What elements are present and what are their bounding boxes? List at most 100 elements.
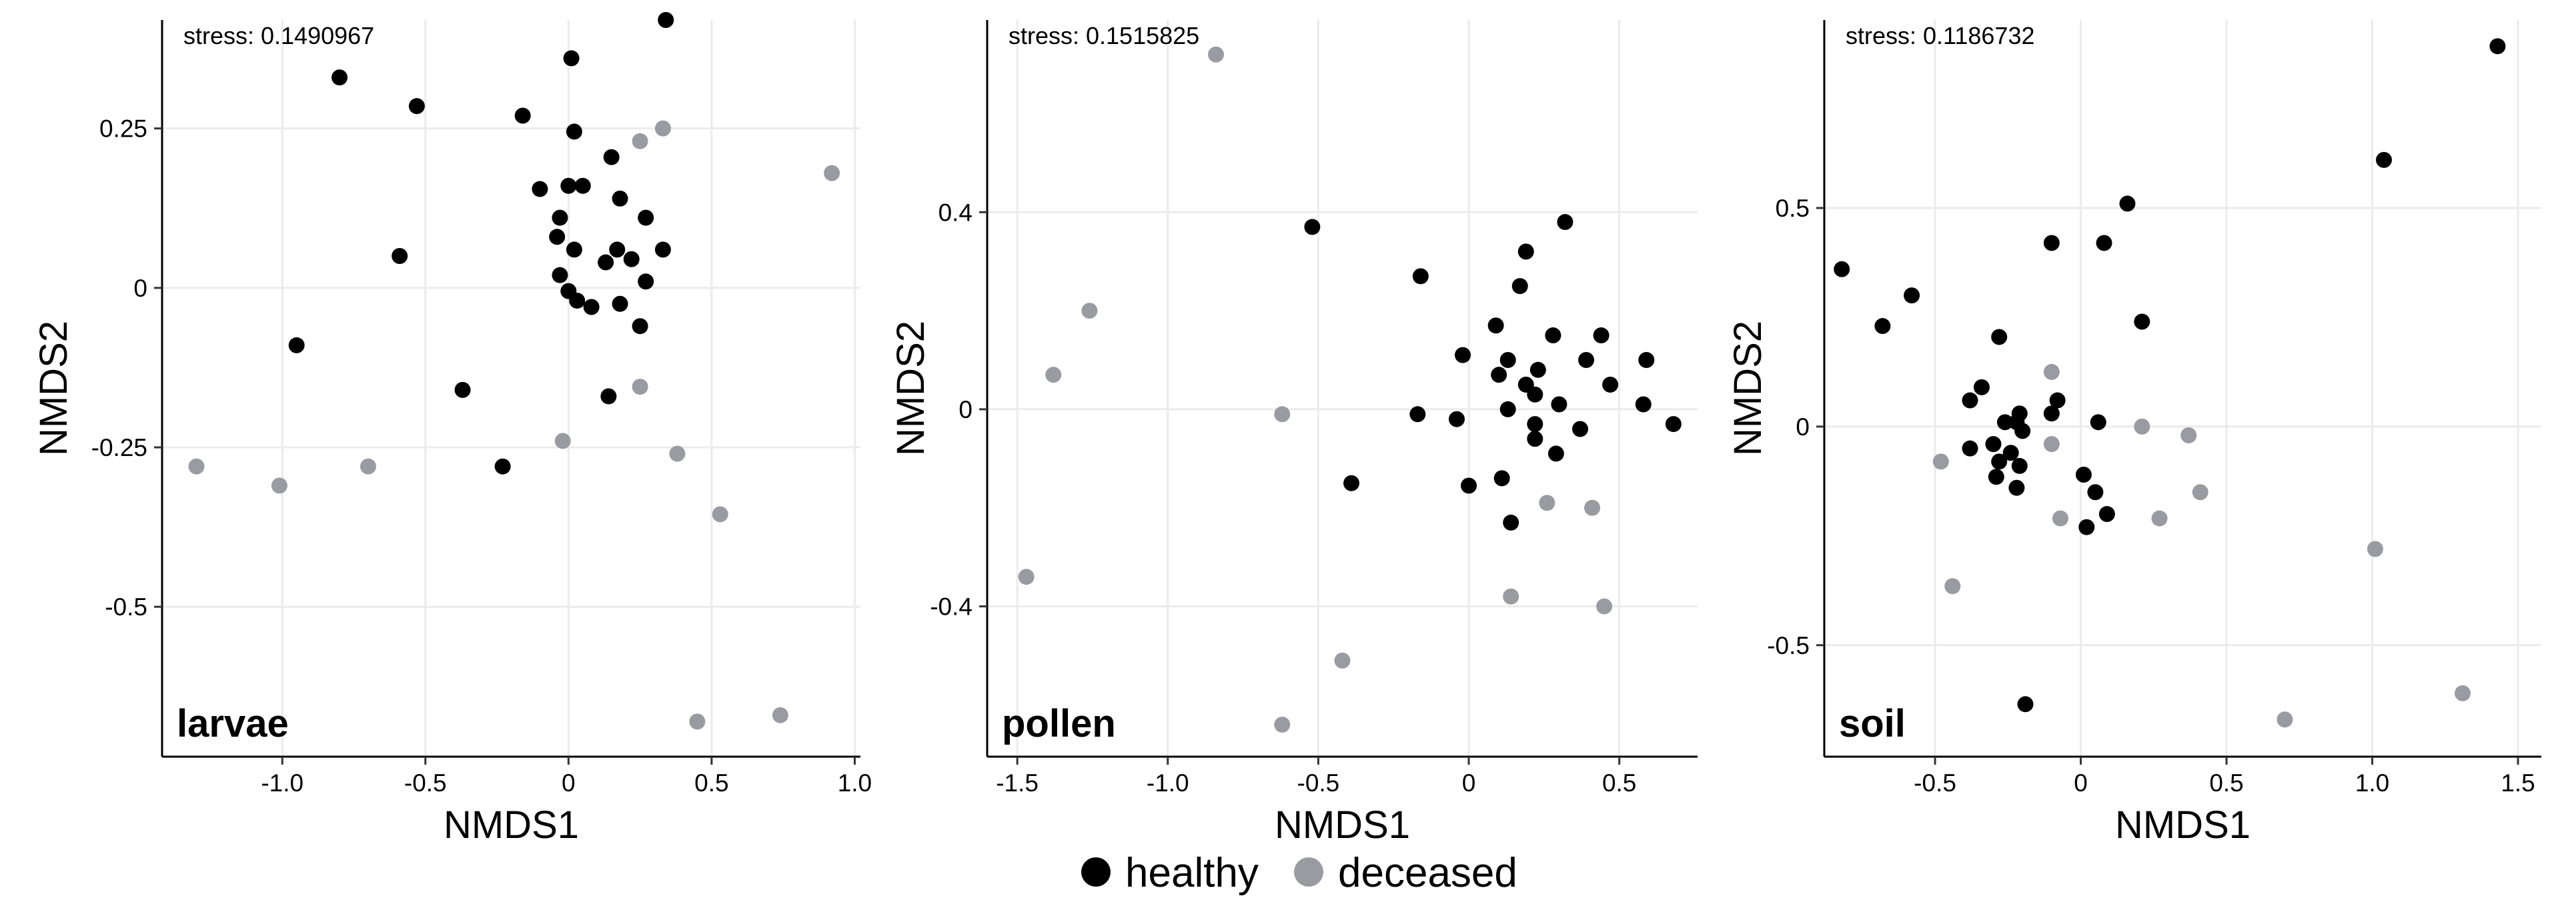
grid-larvae	[162, 20, 860, 757]
point-larvae-healthy-26	[632, 318, 648, 335]
x-tick-label-soil-2: 0.5	[2209, 769, 2243, 797]
point-soil-healthy-11	[1962, 392, 1978, 409]
point-larvae-healthy-1	[563, 50, 580, 67]
point-larvae-deceased-3	[632, 379, 648, 395]
x-tick-label-pollen-1: -1.0	[1147, 769, 1189, 797]
panel-label-soil: soil	[1839, 702, 1906, 745]
axes-larvae	[161, 20, 860, 758]
panel-pollen: -1.5 -1.0 -0.5 0 0.5 -0.4 0 0.4 stress: 0.15158…	[889, 20, 1698, 847]
point-pollen-healthy-16	[1527, 386, 1543, 403]
point-larvae-healthy-8	[560, 177, 577, 194]
x-axis-title-pollen: NMDS1	[1275, 803, 1410, 847]
point-soil-healthy-27	[2087, 484, 2104, 501]
point-soil-healthy-5	[1834, 261, 1850, 277]
y-tick-label-larvae-0: -0.5	[105, 593, 147, 621]
point-pollen-healthy-28	[1461, 477, 1477, 494]
x-tick-label-soil-0: -0.5	[1914, 769, 1956, 797]
point-pollen-healthy-0	[1304, 219, 1321, 235]
stress-label-larvae: stress: 0.1490967	[183, 22, 374, 49]
point-pollen-healthy-11	[1499, 352, 1516, 368]
point-soil-deceased-11	[2277, 711, 2293, 728]
point-soil-healthy-15	[1996, 414, 2013, 431]
stress-label-soil: stress: 0.1186732	[1846, 22, 2035, 49]
point-larvae-healthy-11	[552, 209, 568, 226]
point-soil-healthy-30	[2017, 696, 2034, 713]
point-pollen-healthy-9	[1578, 352, 1595, 368]
point-larvae-healthy-10	[612, 190, 628, 207]
x-tick-label-pollen-3: 0	[1462, 769, 1476, 797]
point-soil-healthy-18	[2090, 414, 2106, 431]
point-soil-deceased-3	[2043, 436, 2060, 453]
panel-larvae: -1.0 -0.5 0 0.5 1.0 -0.5 -0.25 0 0.25 stress: 0.…	[32, 12, 872, 847]
point-soil-healthy-3	[2043, 235, 2060, 251]
point-pollen-healthy-18	[1635, 396, 1652, 413]
x-tick-label-soil-1: 0	[2074, 769, 2088, 797]
point-pollen-healthy-21	[1499, 401, 1516, 417]
point-pollen-healthy-5	[1487, 317, 1504, 334]
point-larvae-healthy-3	[408, 98, 425, 115]
point-soil-healthy-20	[1962, 440, 1978, 457]
x-tick-label-pollen-2: -0.5	[1297, 769, 1340, 797]
point-soil-healthy-28	[2098, 506, 2115, 523]
point-soil-healthy-19	[1985, 436, 2002, 453]
point-soil-deceased-8	[2367, 541, 2383, 557]
point-pollen-healthy-3	[1412, 268, 1429, 285]
point-larvae-deceased-7	[360, 458, 376, 475]
point-larvae-healthy-24	[583, 299, 600, 315]
point-soil-healthy-26	[2008, 479, 2025, 496]
x-tick-label-larvae-0: -1.0	[261, 769, 303, 797]
point-pollen-deceased-9	[1334, 652, 1351, 669]
x-axis-title-soil: NMDS1	[2115, 803, 2250, 847]
point-larvae-deceased-2	[824, 165, 840, 181]
y-axis-title-pollen: NMDS2	[889, 321, 932, 456]
point-larvae-healthy-5	[566, 123, 582, 140]
x-tick-label-pollen-0: -1.5	[996, 769, 1039, 797]
point-pollen-healthy-8	[1455, 347, 1471, 363]
point-pollen-healthy-20	[1448, 411, 1465, 427]
point-soil-healthy-22	[1991, 453, 2008, 470]
point-larvae-healthy-0	[658, 12, 674, 28]
legend-label-healthy: healthy	[1125, 850, 1259, 896]
point-larvae-deceased-0	[654, 120, 671, 137]
point-larvae-deceased-8	[271, 477, 287, 494]
point-larvae-healthy-17	[623, 251, 640, 267]
stress-label-pollen: stress: 0.1515825	[1009, 22, 1199, 49]
x-tick-label-soil-4: 1.5	[2501, 769, 2535, 797]
point-pollen-deceased-1	[1081, 303, 1098, 319]
y-axis-title-soil: NMDS2	[1726, 321, 1770, 456]
point-larvae-deceased-1	[632, 133, 648, 149]
panel-label-pollen: pollen	[1002, 702, 1116, 745]
point-pollen-healthy-7	[1593, 327, 1609, 344]
point-pollen-deceased-4	[1539, 495, 1555, 511]
point-larvae-healthy-25	[612, 295, 628, 312]
point-pollen-healthy-29	[1493, 470, 1510, 487]
x-tick-label-larvae-2: 0	[562, 769, 576, 797]
axes-pollen	[986, 20, 1698, 758]
point-pollen-healthy-12	[1529, 361, 1546, 378]
x-axis-title-larvae: NMDS1	[444, 803, 579, 847]
point-soil-deceased-0	[2043, 363, 2060, 380]
y-tick-label-pollen-2: 0.4	[938, 199, 973, 226]
point-larvae-deceased-9	[712, 506, 728, 523]
point-larvae-healthy-6	[603, 149, 620, 165]
points-soil	[1834, 38, 2506, 728]
point-pollen-deceased-10	[1274, 716, 1291, 733]
point-larvae-healthy-29	[600, 388, 617, 405]
point-larvae-healthy-7	[532, 181, 548, 197]
points-larvae	[188, 12, 840, 730]
y-tick-label-larvae-2: 0	[133, 275, 147, 302]
legend-swatch-healthy	[1081, 857, 1111, 887]
point-larvae-deceased-5	[669, 445, 686, 462]
point-pollen-healthy-17	[1551, 396, 1567, 413]
point-soil-healthy-29	[2078, 519, 2095, 535]
point-larvae-deceased-10	[772, 707, 788, 723]
point-soil-deceased-5	[2192, 484, 2208, 501]
point-pollen-healthy-13	[1491, 367, 1507, 383]
point-larvae-healthy-30	[494, 458, 511, 475]
point-pollen-healthy-4	[1511, 278, 1528, 295]
point-soil-healthy-1	[2376, 151, 2393, 168]
point-pollen-healthy-22	[1527, 416, 1543, 433]
point-larvae-healthy-19	[552, 267, 568, 283]
point-larvae-healthy-15	[609, 241, 626, 258]
point-soil-healthy-7	[1874, 318, 1891, 335]
